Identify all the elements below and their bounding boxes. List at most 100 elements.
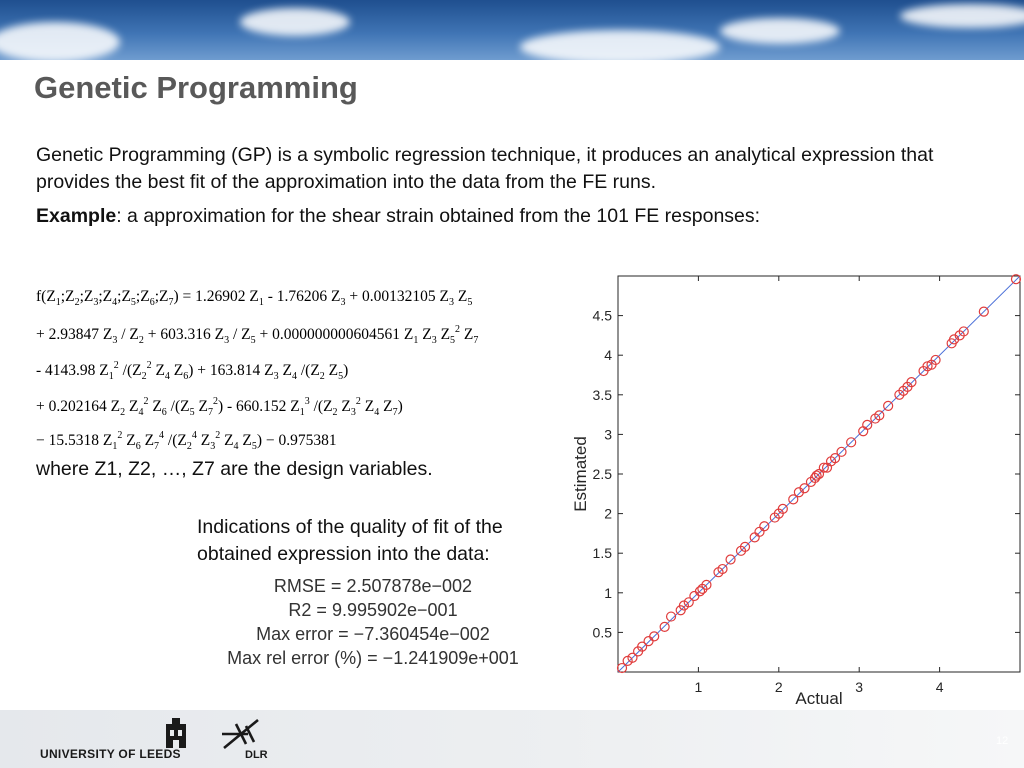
- equation-token: + 0.202164 Z: [36, 398, 121, 415]
- equation-token: 6: [161, 407, 167, 418]
- data-point: [627, 652, 638, 663]
- data-point: [818, 462, 829, 473]
- equation-token: 5: [250, 335, 256, 346]
- equation-token: Z: [453, 288, 468, 305]
- dlr-logo-icon: [222, 718, 259, 750]
- equation-token: 4: [233, 441, 239, 452]
- equation-token: 7: [473, 335, 479, 346]
- equation-token: /(Z: [296, 362, 320, 379]
- data-point: [777, 503, 788, 514]
- equation-token: ;Z: [117, 288, 131, 305]
- equation-token: Z: [151, 362, 165, 379]
- equation-token: / Z: [229, 326, 251, 343]
- equation-line: + 2.93847 Z3 / Z2 + 603.316 Z3 / Z5 + 0.…: [36, 324, 478, 346]
- equation-token: Z: [194, 398, 208, 415]
- equation-token: ) + 163.814 Z: [188, 362, 274, 379]
- equation-token: 2: [146, 360, 152, 371]
- equation-token: 2: [212, 396, 218, 407]
- cloud-decoration: [720, 18, 840, 44]
- equation-line: f(Z1;Z2;Z3;Z4;Z5;Z6;Z7) = 1.26902 Z1 - 1…: [36, 288, 472, 308]
- equation-token: 4: [112, 297, 118, 308]
- slide-title: Genetic Programming: [34, 70, 358, 105]
- equation-token: /(Z: [164, 432, 187, 449]
- fit-quality-intro: Indications of the quality of fit of the…: [197, 516, 503, 565]
- data-point: [637, 641, 648, 652]
- equation-token: 4: [191, 430, 197, 441]
- max-error-metric: Max error = −7.360454e−002: [256, 624, 490, 644]
- data-point: [846, 437, 857, 448]
- page-number: 12: [996, 735, 1009, 747]
- data-point: [616, 662, 628, 674]
- equation-token: 2: [141, 371, 147, 382]
- equation-token: - 4143.98 Z: [36, 362, 109, 379]
- rmse-metric: RMSE = 2.507878e−002: [273, 576, 473, 596]
- equation-token: 6: [183, 371, 189, 382]
- equation-token: ): [343, 362, 349, 379]
- equation-token: 3: [431, 335, 437, 346]
- data-point: [811, 470, 822, 481]
- equation-line: - 4143.98 Z12 /(Z22 Z4 Z6) + 163.814 Z3 …: [36, 360, 348, 382]
- x-axis-ticks: 1 2 3 4: [695, 276, 944, 695]
- equation-token: 1: [55, 297, 61, 308]
- equation-token: 1: [258, 297, 264, 308]
- equation-token: Z: [220, 432, 234, 449]
- equation-token: 3: [112, 335, 118, 346]
- cloud-decoration: [520, 30, 720, 60]
- equation-token: 3: [224, 335, 230, 346]
- equation-token: /(Z: [166, 398, 190, 415]
- equation-token: ;Z: [98, 288, 113, 305]
- equation-token: 7: [207, 407, 213, 418]
- equation-token: − 15.5318 Z: [36, 432, 113, 449]
- y-tick-label: 3.5: [593, 387, 613, 403]
- equation-token: 4: [374, 407, 380, 418]
- equation-token: - 1.76206 Z: [263, 288, 341, 305]
- equation-token: 3: [340, 297, 346, 308]
- equation-token: 5: [338, 371, 344, 382]
- equation-token: 6: [135, 441, 141, 452]
- data-point: [683, 597, 694, 608]
- actual-vs-estimated-chart: 1 2 3 4 0.5 1 1.5 2 2.5 3 3.5 4 4.5 Actual Estimate…: [568, 268, 1024, 714]
- equation-token: 5: [251, 441, 257, 452]
- data-points: [616, 274, 1022, 674]
- data-point: [836, 446, 847, 457]
- equation-token: ;Z: [135, 288, 150, 305]
- data-point: [717, 563, 728, 575]
- data-point: [739, 541, 751, 552]
- data-point: [874, 410, 885, 421]
- equation-token: Z: [418, 326, 432, 343]
- example-paragraph: Example: a approximation for the shear s…: [36, 203, 936, 230]
- data-point: [694, 586, 706, 597]
- data-point: [958, 326, 969, 337]
- data-point: [829, 453, 841, 464]
- data-point: [759, 521, 770, 532]
- equation-token: Z: [278, 362, 292, 379]
- equation-token: ;Z: [154, 288, 169, 305]
- y-tick-label: 0.5: [593, 624, 613, 640]
- data-point: [701, 579, 712, 590]
- equation-token: 2: [113, 360, 119, 371]
- equation-token: 4: [291, 371, 297, 382]
- equation-token: Z: [148, 398, 162, 415]
- equation-token: ) = 1.26902 Z: [173, 288, 259, 305]
- max-rel-error-metric: Max rel error (%) = −1.241909e+001: [227, 648, 519, 668]
- data-point: [906, 377, 917, 388]
- y-tick-label: 3: [604, 426, 612, 442]
- header-sky-banner: [0, 0, 1024, 60]
- equation-token: Z: [379, 398, 393, 415]
- example-text: : a approximation for the shear strain o…: [116, 205, 761, 227]
- equation-token: Z: [436, 326, 451, 343]
- university-of-leeds-logo-text: UNIVERSITY OF LEEDS: [40, 747, 181, 761]
- equation-token: Z: [122, 432, 136, 449]
- fit-line-group: [617, 275, 1021, 673]
- equation-token: Z: [169, 362, 184, 379]
- equation-token: 2: [319, 371, 325, 382]
- fit-metrics: RMSE = 2.507878e−002 R2 = 9.995902e−001 …: [208, 574, 538, 670]
- data-point: [725, 554, 736, 565]
- equation-token: + 0.00132105 Z: [345, 288, 449, 305]
- equation-token: 7: [154, 441, 160, 452]
- equation-token: f(Z: [36, 288, 56, 305]
- x-axis-label: Actual: [795, 689, 842, 708]
- equation-token: + 603.316 Z: [143, 326, 225, 343]
- intro-block: Genetic Programming (GP) is a symbolic r…: [36, 142, 936, 237]
- equation-token: 1: [413, 335, 419, 346]
